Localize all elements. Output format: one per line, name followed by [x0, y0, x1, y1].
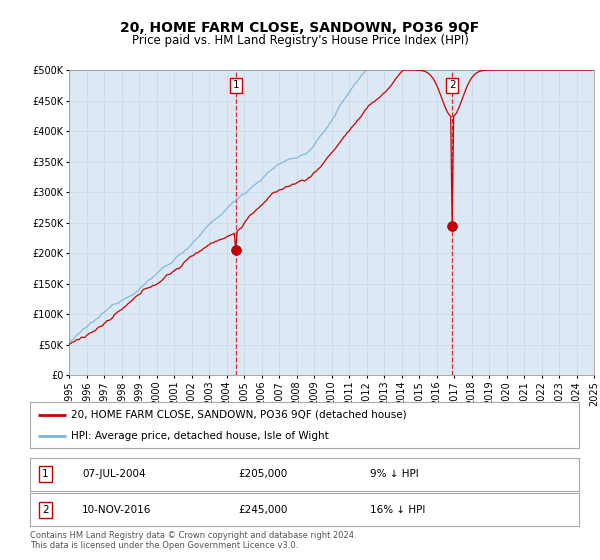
- Text: 20, HOME FARM CLOSE, SANDOWN, PO36 9QF: 20, HOME FARM CLOSE, SANDOWN, PO36 9QF: [121, 21, 479, 35]
- Text: 9% ↓ HPI: 9% ↓ HPI: [370, 469, 419, 479]
- Text: 07-JUL-2004: 07-JUL-2004: [82, 469, 146, 479]
- Text: HPI: Average price, detached house, Isle of Wight: HPI: Average price, detached house, Isle…: [71, 431, 329, 441]
- Text: £245,000: £245,000: [239, 505, 288, 515]
- Text: 16% ↓ HPI: 16% ↓ HPI: [370, 505, 426, 515]
- Text: 2: 2: [42, 505, 49, 515]
- Text: 2: 2: [449, 80, 455, 90]
- Text: Price paid vs. HM Land Registry's House Price Index (HPI): Price paid vs. HM Land Registry's House …: [131, 34, 469, 46]
- Text: £205,000: £205,000: [239, 469, 288, 479]
- Text: Contains HM Land Registry data © Crown copyright and database right 2024.
This d: Contains HM Land Registry data © Crown c…: [30, 531, 356, 550]
- Text: 1: 1: [42, 469, 49, 479]
- Text: 20, HOME FARM CLOSE, SANDOWN, PO36 9QF (detached house): 20, HOME FARM CLOSE, SANDOWN, PO36 9QF (…: [71, 410, 407, 420]
- Text: 10-NOV-2016: 10-NOV-2016: [82, 505, 152, 515]
- Text: 1: 1: [232, 80, 239, 90]
